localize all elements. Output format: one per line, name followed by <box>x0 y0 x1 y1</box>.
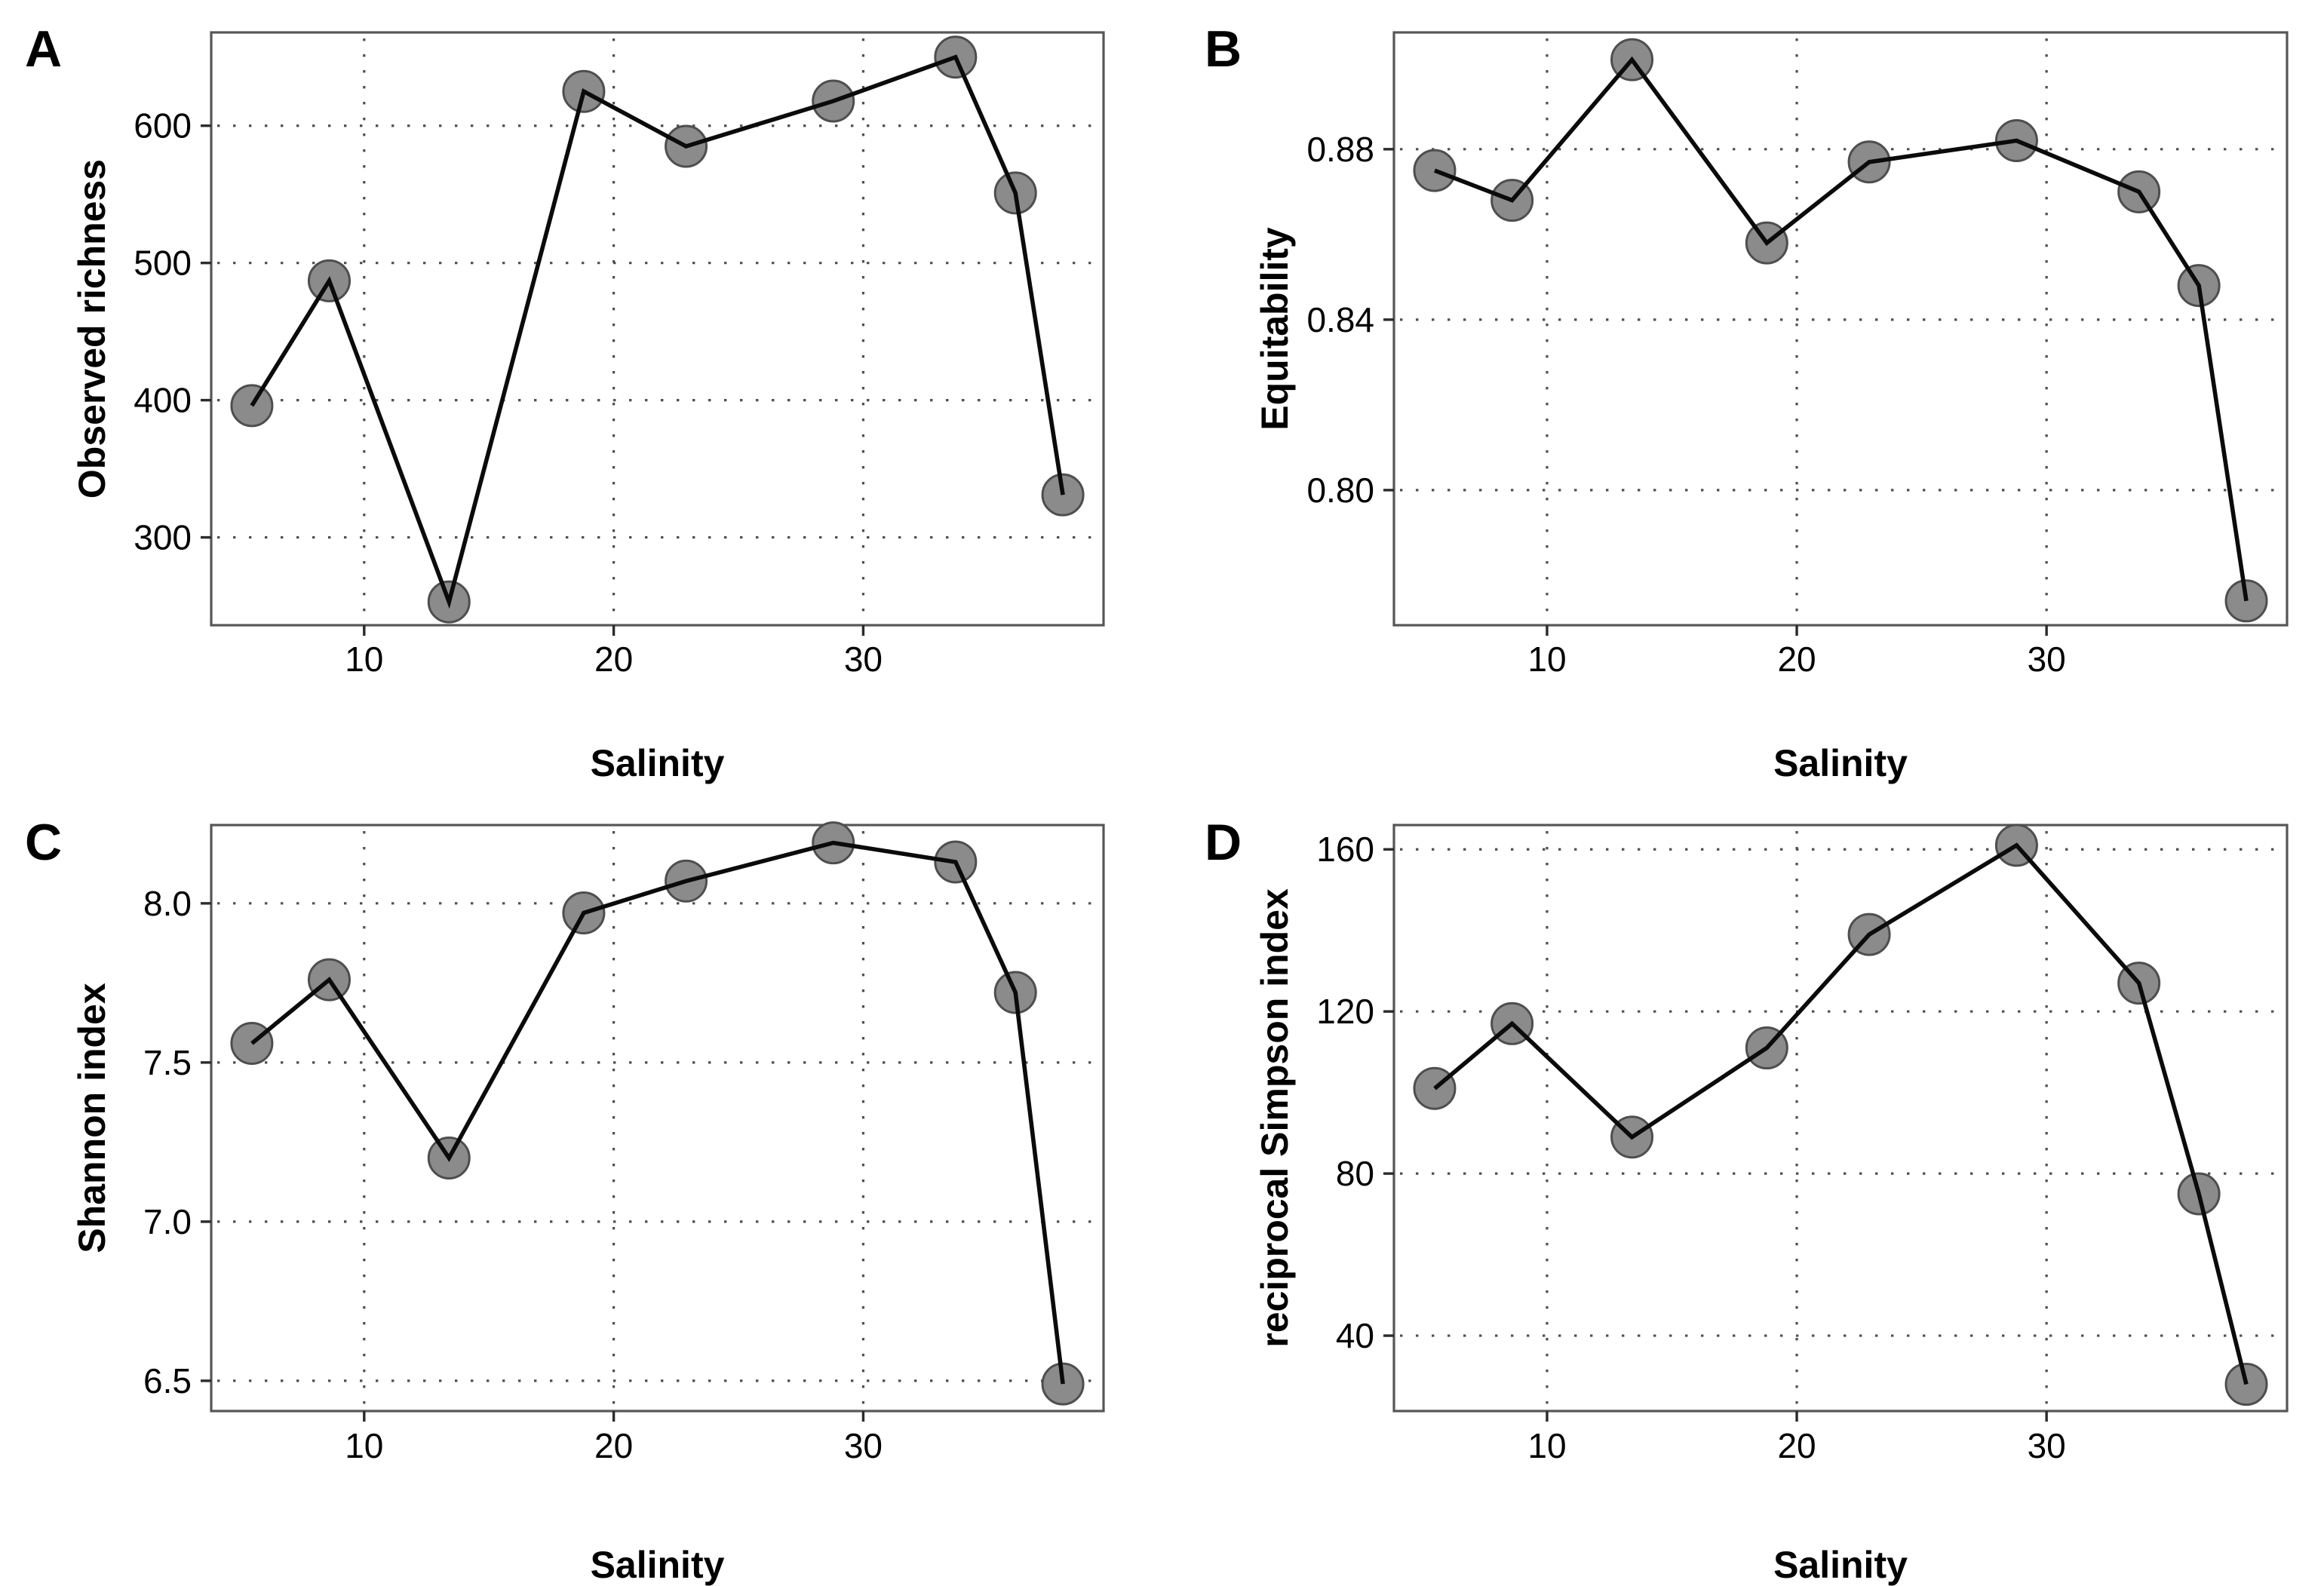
y-tick-label: 600 <box>134 106 192 146</box>
panel-letter: D <box>1205 814 1242 871</box>
y-tick-label: 6.5 <box>143 1361 192 1400</box>
y-axis-title: Shannon index <box>71 983 113 1253</box>
panel-letter: B <box>1205 20 1242 78</box>
y-tick-label: 400 <box>134 381 192 420</box>
x-tick-label: 10 <box>1527 1426 1566 1465</box>
panel-letter: A <box>25 20 62 78</box>
y-tick-label: 0.80 <box>1306 471 1374 510</box>
data-line <box>250 840 1065 1385</box>
panel-a: 10 20 30 300 400 500 600 A Salinity Observed rich… <box>25 20 1105 784</box>
x-tick-label: 20 <box>1777 1426 1816 1465</box>
y-tick-label: 300 <box>134 518 192 557</box>
x-tick-label: 20 <box>594 1426 633 1465</box>
data-points <box>1413 824 2268 1407</box>
x-axis-title: Salinity <box>1773 742 1908 784</box>
panel-d: 10 20 30 40 80 120 160 D Salinity reciprocal Simp… <box>1205 814 2289 1586</box>
plot-border <box>210 824 1105 1413</box>
y-tick-label: 160 <box>1316 830 1374 869</box>
plot-border <box>210 31 1105 627</box>
x-tick-label: 10 <box>1527 640 1566 679</box>
data-points <box>1413 38 2268 623</box>
y-tick-label: 0.88 <box>1306 130 1374 169</box>
x-tick-label: 30 <box>844 1426 883 1465</box>
plot-border <box>1392 824 2289 1413</box>
data-line <box>250 54 1065 609</box>
y-axis-title: reciprocal Simpson index <box>1254 888 1296 1348</box>
data-point <box>1413 149 1457 192</box>
data-point <box>1041 1362 1085 1406</box>
data-line <box>1433 842 2249 1385</box>
y-axis-title: Equitability <box>1254 227 1296 431</box>
y-axis-title: Observed richness <box>71 159 113 499</box>
data-points <box>230 821 1085 1406</box>
y-tick-label: 40 <box>1336 1316 1374 1355</box>
x-tick-label: 20 <box>1777 640 1816 679</box>
y-tick-label: 80 <box>1336 1154 1374 1193</box>
y-tick-label: 7.5 <box>143 1043 192 1082</box>
x-tick-label: 30 <box>2028 640 2066 679</box>
plot-border <box>1392 31 2289 627</box>
y-tick-label: 120 <box>1316 992 1374 1031</box>
x-tick-label: 10 <box>345 1426 383 1465</box>
x-axis-title: Salinity <box>591 1544 725 1586</box>
data-point <box>2224 1363 2268 1407</box>
data-line <box>1433 56 2249 602</box>
x-axis-title: Salinity <box>591 742 725 784</box>
y-tick-label: 8.0 <box>143 884 192 923</box>
panel-c: 10 20 30 6.5 7.0 7.5 8.0 C Salinity Shannon index <box>25 814 1105 1586</box>
x-tick-label: 20 <box>594 640 633 679</box>
x-axis-title: Salinity <box>1773 1544 1908 1586</box>
data-points <box>230 35 1085 624</box>
y-tick-label: 500 <box>134 244 192 283</box>
y-tick-label: 7.0 <box>143 1202 192 1241</box>
panel-letter: C <box>25 814 62 871</box>
y-tick-label: 0.84 <box>1306 300 1374 339</box>
panel-b: 10 20 30 0.80 0.84 0.88 B Salinity Equitability <box>1205 20 2289 784</box>
x-tick-label: 10 <box>345 640 383 679</box>
x-tick-label: 30 <box>844 640 883 679</box>
x-tick-label: 30 <box>2028 1426 2066 1465</box>
